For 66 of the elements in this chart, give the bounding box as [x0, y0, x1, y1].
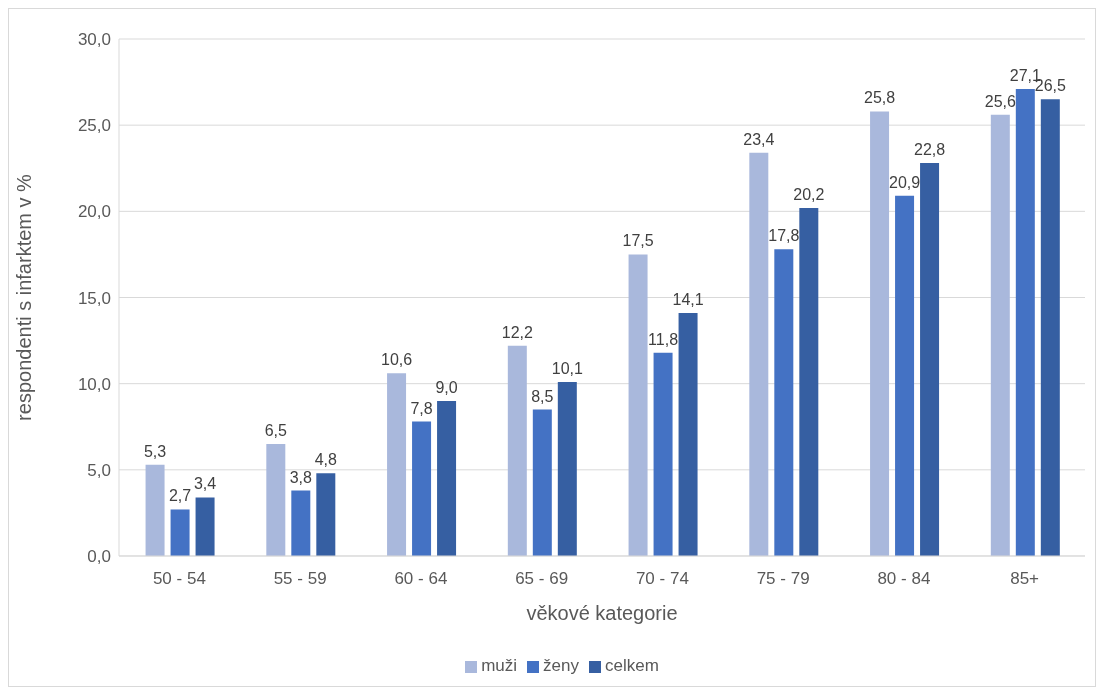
- bar: [1040, 99, 1060, 556]
- x-tick-label: 70 - 74: [635, 569, 689, 589]
- bar: [266, 443, 286, 556]
- y-tick-label: 15,0: [77, 288, 111, 308]
- bar: [799, 207, 819, 556]
- data-label: 10,1: [551, 359, 583, 377]
- bar: [557, 381, 577, 556]
- data-label: 7,8: [410, 399, 433, 417]
- y-tick-label: 20,0: [77, 202, 111, 222]
- bar: [678, 313, 698, 556]
- data-label: 12,2: [501, 323, 533, 341]
- bar: [170, 509, 190, 556]
- y-tick-label: 0,0: [87, 547, 111, 567]
- data-label: 9,0: [435, 378, 458, 396]
- bar: [774, 249, 794, 556]
- data-label: 20,2: [793, 185, 825, 203]
- x-tick-label: 55 - 59: [273, 569, 327, 589]
- data-label: 8,5: [531, 387, 554, 405]
- y-tick-label: 10,0: [77, 374, 111, 394]
- data-label: 23,4: [743, 130, 775, 148]
- bar: [653, 352, 673, 556]
- data-label: 25,6: [984, 92, 1016, 110]
- legend-label: muži: [481, 656, 518, 675]
- x-tick-label: 65 - 69: [515, 569, 569, 589]
- data-label: 22,8: [913, 141, 946, 159]
- data-label: 2,7: [168, 487, 192, 505]
- data-label: 3,8: [289, 468, 313, 486]
- bar: [532, 409, 552, 556]
- bar: [749, 152, 769, 556]
- y-tick-label: 25,0: [77, 116, 111, 136]
- bar: [316, 473, 336, 556]
- x-tick-label: 80 - 84: [877, 569, 931, 589]
- bar: [895, 195, 915, 556]
- bar: [437, 400, 457, 556]
- bar: [195, 497, 215, 556]
- x-tick-label: 60 - 64: [394, 569, 448, 589]
- data-label: 20,9: [888, 173, 921, 191]
- bar: [291, 490, 311, 556]
- x-axis-title: věkové kategorie: [526, 602, 678, 625]
- data-label: 17,5: [622, 232, 654, 250]
- bar: [145, 464, 165, 556]
- data-label: 10,6: [380, 351, 413, 369]
- x-tick-label: 85+: [1010, 569, 1040, 589]
- y-tick-label: 30,0: [77, 30, 111, 50]
- x-tick-label: 50 - 54: [152, 569, 206, 589]
- legend-label: celkem: [604, 656, 659, 675]
- bar: [412, 421, 432, 556]
- data-label: 6,5: [264, 421, 288, 439]
- data-label: 5,3: [143, 442, 167, 460]
- bar: [1015, 88, 1035, 556]
- bar: [507, 345, 527, 556]
- data-label: 14,1: [672, 291, 704, 309]
- bar: [920, 163, 940, 556]
- data-label: 17,8: [768, 227, 800, 245]
- data-label: 3,4: [193, 475, 217, 493]
- bar: [628, 254, 648, 556]
- y-axis-title: respondenti s infarktem v %: [13, 173, 36, 421]
- y-tick-label: 5,0: [87, 460, 111, 480]
- x-tick-label: 75 - 79: [756, 569, 810, 589]
- data-label: 25,8: [863, 89, 896, 107]
- data-label: 4,8: [314, 451, 338, 469]
- bar: [990, 114, 1010, 556]
- bar: [870, 111, 890, 556]
- legend-label: ženy: [543, 656, 579, 675]
- bar: [387, 373, 407, 556]
- data-label: 11,8: [648, 330, 679, 348]
